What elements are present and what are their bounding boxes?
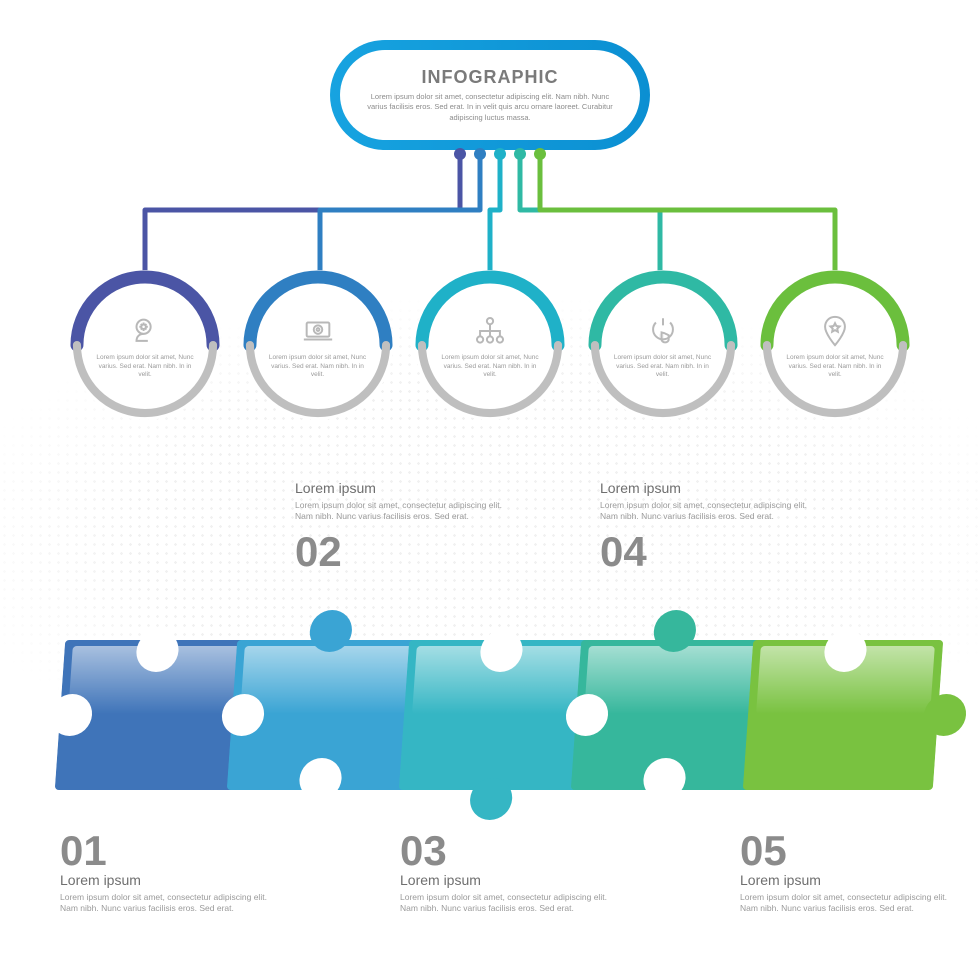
connector-dot (534, 148, 546, 160)
step-block: 01 Lorem ipsum Lorem ipsum dolor sit ame… (60, 830, 270, 915)
step-title: Lorem ipsum (400, 872, 610, 888)
node-text: Lorem ipsum dolor sit amet, Nunc varius.… (441, 354, 539, 380)
header-title: INFOGRAPHIC (422, 67, 559, 88)
puzzle-row (60, 620, 920, 810)
circle-node: Lorem ipsum dolor sit amet, Nunc varius.… (243, 270, 393, 420)
target-laptop-icon (301, 314, 335, 348)
node-text: Lorem ipsum dolor sit amet, Nunc varius.… (614, 354, 712, 380)
circle-node: Lorem ipsum dolor sit amet, Nunc varius.… (70, 270, 220, 420)
connector-dot (474, 148, 486, 160)
infographic-stage: INFOGRAPHIC Lorem ipsum dolor sit amet, … (0, 0, 980, 980)
step-title: Lorem ipsum (600, 480, 810, 496)
step-number: 03 (400, 830, 610, 872)
circle-row: Lorem ipsum dolor sit amet, Nunc varius.… (0, 270, 980, 420)
connector-dot (494, 148, 506, 160)
gear-head-icon (128, 314, 162, 348)
step-body: Lorem ipsum dolor sit amet, consectetur … (60, 892, 270, 915)
step-body: Lorem ipsum dolor sit amet, consectetur … (740, 892, 950, 915)
step-number: 01 (60, 830, 270, 872)
step-title: Lorem ipsum (60, 872, 270, 888)
node-text: Lorem ipsum dolor sit amet, Nunc varius.… (96, 354, 194, 380)
touch-power-icon (646, 314, 680, 348)
step-number: 02 (295, 531, 505, 573)
star-pin-icon (818, 314, 852, 348)
puzzle-piece (227, 640, 427, 790)
puzzle-piece (571, 640, 771, 790)
node-text: Lorem ipsum dolor sit amet, Nunc varius.… (786, 354, 884, 380)
step-block: Lorem ipsum Lorem ipsum dolor sit amet, … (295, 480, 505, 573)
node-text: Lorem ipsum dolor sit amet, Nunc varius.… (269, 354, 367, 380)
circle-node: Lorem ipsum dolor sit amet, Nunc varius.… (760, 270, 910, 420)
header-capsule: INFOGRAPHIC Lorem ipsum dolor sit amet, … (330, 40, 650, 150)
step-number: 04 (600, 531, 810, 573)
step-number: 05 (740, 830, 950, 872)
step-body: Lorem ipsum dolor sit amet, consectetur … (600, 500, 810, 523)
step-title: Lorem ipsum (740, 872, 950, 888)
step-block: Lorem ipsum Lorem ipsum dolor sit amet, … (600, 480, 810, 573)
circle-node: Lorem ipsum dolor sit amet, Nunc varius.… (415, 270, 565, 420)
step-title: Lorem ipsum (295, 480, 505, 496)
puzzle-piece (743, 640, 943, 790)
circle-node: Lorem ipsum dolor sit amet, Nunc varius.… (588, 270, 738, 420)
header-body: Lorem ipsum dolor sit amet, consectetur … (360, 92, 620, 122)
connector-dot (514, 148, 526, 160)
step-body: Lorem ipsum dolor sit amet, consectetur … (295, 500, 505, 523)
step-block: 05 Lorem ipsum Lorem ipsum dolor sit ame… (740, 830, 950, 915)
org-chart-icon (473, 314, 507, 348)
step-block: 03 Lorem ipsum Lorem ipsum dolor sit ame… (400, 830, 610, 915)
step-body: Lorem ipsum dolor sit amet, consectetur … (400, 892, 610, 915)
connector-dot (454, 148, 466, 160)
